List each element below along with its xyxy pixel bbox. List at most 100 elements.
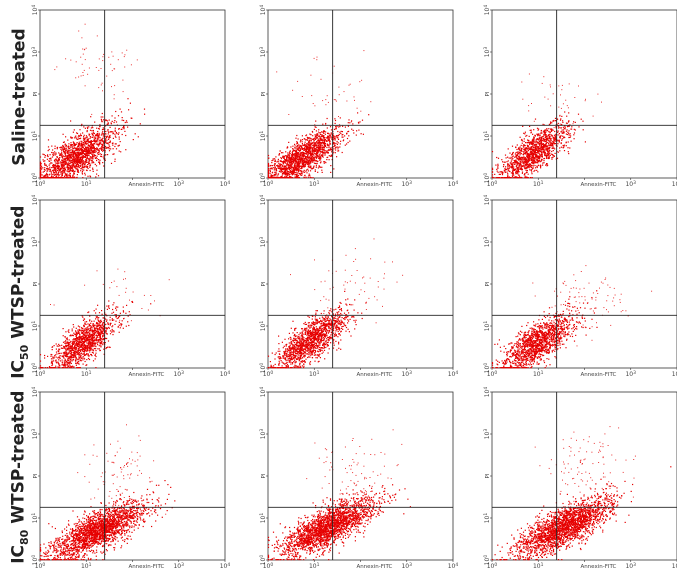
data-point [333, 168, 335, 170]
data-point [327, 136, 329, 138]
data-point [294, 162, 296, 164]
data-point [78, 160, 80, 163]
data-point [102, 90, 103, 92]
data-point [525, 147, 527, 149]
data-point [59, 161, 61, 163]
data-point [105, 119, 107, 121]
data-point [532, 160, 534, 162]
data-point [318, 155, 320, 157]
data-point [528, 159, 530, 161]
data-point [533, 140, 535, 142]
data-point [87, 152, 89, 154]
data-point [99, 153, 101, 155]
data-point [307, 142, 309, 144]
data-point [287, 164, 289, 166]
data-point [518, 151, 520, 153]
data-point [329, 126, 332, 128]
data-point [79, 144, 81, 146]
data-point [561, 131, 563, 133]
data-point [295, 160, 297, 162]
data-point [106, 120, 109, 122]
data-point [316, 141, 318, 143]
data-point [524, 157, 526, 159]
data-point [543, 138, 545, 141]
data-point [529, 143, 531, 145]
data-point [51, 177, 53, 179]
data-point [343, 91, 345, 93]
data-point [68, 162, 70, 164]
data-point [127, 126, 129, 128]
data-point [527, 160, 529, 162]
data-point [287, 168, 289, 170]
data-point [121, 52, 123, 54]
data-point [512, 151, 514, 154]
data-point [555, 137, 557, 139]
data-point [530, 147, 532, 149]
data-point [79, 150, 81, 152]
data-point [299, 145, 301, 147]
data-point [100, 155, 102, 158]
data-point [61, 146, 63, 148]
data-point [281, 161, 283, 163]
data-point [515, 173, 517, 175]
data-point [301, 155, 303, 157]
data-point [52, 176, 54, 178]
data-point [71, 144, 73, 146]
data-point [99, 162, 101, 164]
data-point [542, 144, 545, 146]
data-point [60, 148, 62, 150]
data-point [542, 146, 545, 148]
data-point [65, 136, 67, 138]
data-point [530, 152, 532, 155]
data-point [120, 151, 122, 153]
data-point [107, 135, 109, 137]
data-point [592, 115, 594, 117]
data-point [542, 143, 544, 145]
data-point [86, 159, 88, 161]
data-point [292, 89, 294, 91]
data-point [284, 169, 286, 171]
data-point [103, 133, 105, 135]
data-point [553, 141, 555, 144]
data-point [521, 168, 523, 170]
data-point [548, 135, 550, 138]
data-point [551, 122, 553, 124]
data-point [331, 133, 333, 136]
data-point [519, 164, 521, 166]
data-point [553, 147, 555, 149]
data-point [77, 148, 79, 151]
data-point [271, 174, 273, 177]
data-point [315, 143, 317, 145]
data-point [76, 166, 78, 168]
data-point [334, 152, 336, 154]
data-point [87, 161, 89, 163]
data-point [87, 127, 89, 130]
data-point [288, 168, 290, 170]
data-point [80, 160, 82, 162]
data-point [305, 161, 308, 163]
data-point [297, 138, 299, 140]
data-point [77, 159, 79, 161]
data-point [39, 156, 42, 158]
data-point [77, 152, 79, 154]
data-point [525, 153, 527, 155]
data-point [47, 176, 49, 178]
data-point [65, 147, 67, 149]
data-point [336, 140, 338, 143]
data-point [269, 165, 271, 167]
data-point [550, 142, 552, 145]
data-point [66, 165, 69, 167]
data-point [524, 168, 526, 170]
data-point [302, 152, 304, 154]
data-point [538, 139, 540, 141]
data-point [533, 151, 535, 153]
data-point [308, 147, 310, 149]
data-point [532, 142, 534, 144]
data-point [52, 153, 54, 155]
data-point [101, 146, 103, 148]
data-point [68, 146, 70, 148]
data-point [318, 150, 320, 152]
data-point [521, 138, 523, 141]
data-point [320, 150, 322, 152]
